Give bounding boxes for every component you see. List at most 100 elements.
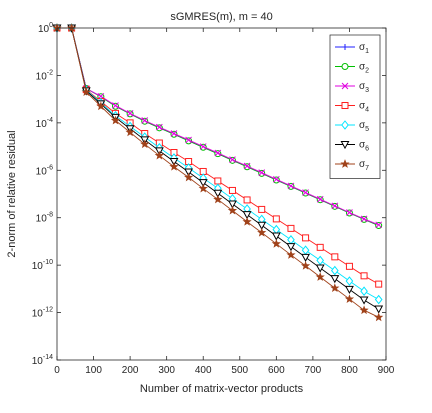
y-tick-label-5-base: 10 — [36, 214, 48, 225]
legend-label-7-symbol: σ — [359, 159, 366, 170]
series-7-point-17 — [286, 250, 296, 259]
series-7-point-15 — [257, 227, 267, 237]
series-3-point-18 — [302, 189, 309, 196]
series-3-point-19 — [316, 195, 324, 203]
legend-label-4-subscript: 4 — [365, 107, 369, 114]
series-7-point-16 — [271, 238, 281, 248]
series-4-point-16 — [272, 215, 280, 223]
legend-label-1: σ1 — [359, 42, 369, 55]
series-6-point-19 — [315, 264, 325, 273]
series-6-point-10 — [184, 168, 194, 177]
y-tick-label-6: 10-10 — [32, 259, 53, 272]
x-tick-label-9: 800 — [341, 365, 358, 376]
series-7-point-6 — [125, 127, 135, 137]
series-6-point-20 — [330, 275, 340, 284]
series-6-point-13 — [228, 200, 237, 209]
series-7-point-4 — [96, 101, 106, 111]
legend-label-4-symbol: σ — [359, 101, 366, 112]
series-3-point-21-b — [346, 209, 353, 216]
series-3-point-11-b — [199, 143, 207, 150]
series-4-point-23 — [375, 280, 383, 288]
series-3-point-8-b — [156, 123, 163, 131]
series-6-point-11 — [198, 179, 208, 188]
legend-marker-7 — [340, 159, 350, 168]
legend-label-5-subscript: 5 — [365, 126, 369, 133]
series-4-point-19 — [316, 243, 324, 251]
series-4-point-18 — [302, 234, 310, 242]
legend-marker-6 — [340, 141, 350, 150]
series-7-point-22 — [359, 305, 369, 315]
y-tick-label-6-exponent: -10 — [43, 259, 53, 266]
x-tick-label-3: 200 — [122, 365, 139, 376]
series-7-point-12 — [213, 194, 223, 204]
series-5-point-22 — [360, 286, 368, 297]
series-2-point-23 — [375, 222, 383, 230]
legend-label-1-symbol: σ — [359, 42, 366, 53]
series-7-point-9 — [169, 161, 179, 171]
x-tick-label-8: 700 — [305, 365, 322, 376]
x-tick-label-6: 500 — [231, 365, 248, 376]
series-6-point-14 — [242, 211, 252, 220]
legend-label-3: σ3 — [359, 81, 369, 94]
x-axis-label: Number of matrix-vector products — [140, 383, 304, 395]
legend-label-2-symbol: σ — [359, 62, 366, 73]
legend-label-6-symbol: σ — [359, 140, 366, 151]
series-3-point-12 — [214, 149, 222, 157]
series-7-point-20 — [330, 283, 340, 293]
x-tick-label-10: 900 — [378, 365, 395, 376]
legend-marker-4 — [341, 102, 349, 109]
series-3-point-14 — [243, 162, 251, 170]
series-3-point-12-b — [214, 149, 222, 157]
x-tick-label-7: 600 — [268, 365, 285, 376]
series-3-point-17-b — [287, 182, 295, 190]
series-3-point-23 — [375, 221, 383, 229]
series-6-point-21 — [345, 285, 354, 294]
series-3-point-9-b — [170, 130, 178, 137]
series-5-point-23 — [374, 294, 383, 305]
series-3-point-18-b — [302, 189, 309, 196]
legend-marker-5 — [341, 120, 349, 130]
legend-marker-2 — [341, 63, 349, 70]
series-3-point-15-b — [258, 169, 266, 177]
legend-label-3-symbol: σ — [359, 81, 366, 92]
axes-layer: 0 100 200 300 400 500 600 700 800 90010010-210-41… — [32, 22, 395, 376]
series-7-point-3 — [81, 87, 91, 96]
series-7-point-10 — [184, 172, 194, 182]
series-7-point-13 — [227, 205, 238, 215]
series-7-point-11 — [198, 183, 208, 193]
y-tick-label-4-exponent: -6 — [47, 164, 53, 171]
y-tick-label-1-exponent: 0 — [49, 22, 53, 29]
series-3-point-22-b — [360, 215, 368, 223]
series-4-point-15 — [258, 205, 266, 213]
series-3-point-7 — [141, 117, 149, 124]
series-3-point-10-b — [185, 136, 192, 144]
legend-label-6-subscript: 6 — [365, 146, 369, 153]
series-5-point-20 — [330, 265, 339, 276]
y-tick-label-8-exponent: -14 — [43, 354, 53, 361]
series-6-point-12 — [213, 189, 223, 198]
series-5-point-21 — [345, 276, 354, 286]
series-4-point-13 — [228, 186, 236, 194]
legend-box — [329, 34, 381, 179]
x-tick-label-5: 400 — [195, 365, 212, 376]
series-3-point-16-b — [272, 175, 280, 183]
legend-label-2-subscript: 2 — [365, 68, 369, 75]
legend-label-2: σ2 — [359, 62, 369, 75]
y-tick-label-2-exponent: -2 — [47, 69, 53, 76]
legend-label-1-subscript: 1 — [365, 48, 369, 55]
series-3-point-16 — [272, 175, 280, 183]
series-3-point-6-b — [126, 110, 134, 117]
legend-marker-3-b — [341, 82, 349, 90]
legend-label-4: σ4 — [359, 101, 369, 114]
series-6-point-9 — [169, 158, 179, 167]
legend-label-7: σ7 — [359, 159, 369, 172]
series-4-point-17 — [287, 224, 295, 232]
series-3-point-14-b — [243, 162, 251, 170]
series-7-point-19 — [315, 272, 325, 281]
y-tick-label-2-base: 10 — [36, 71, 48, 82]
series-4-point-20 — [331, 253, 339, 261]
series-7-point-21 — [344, 294, 355, 303]
series-layer — [52, 23, 384, 322]
